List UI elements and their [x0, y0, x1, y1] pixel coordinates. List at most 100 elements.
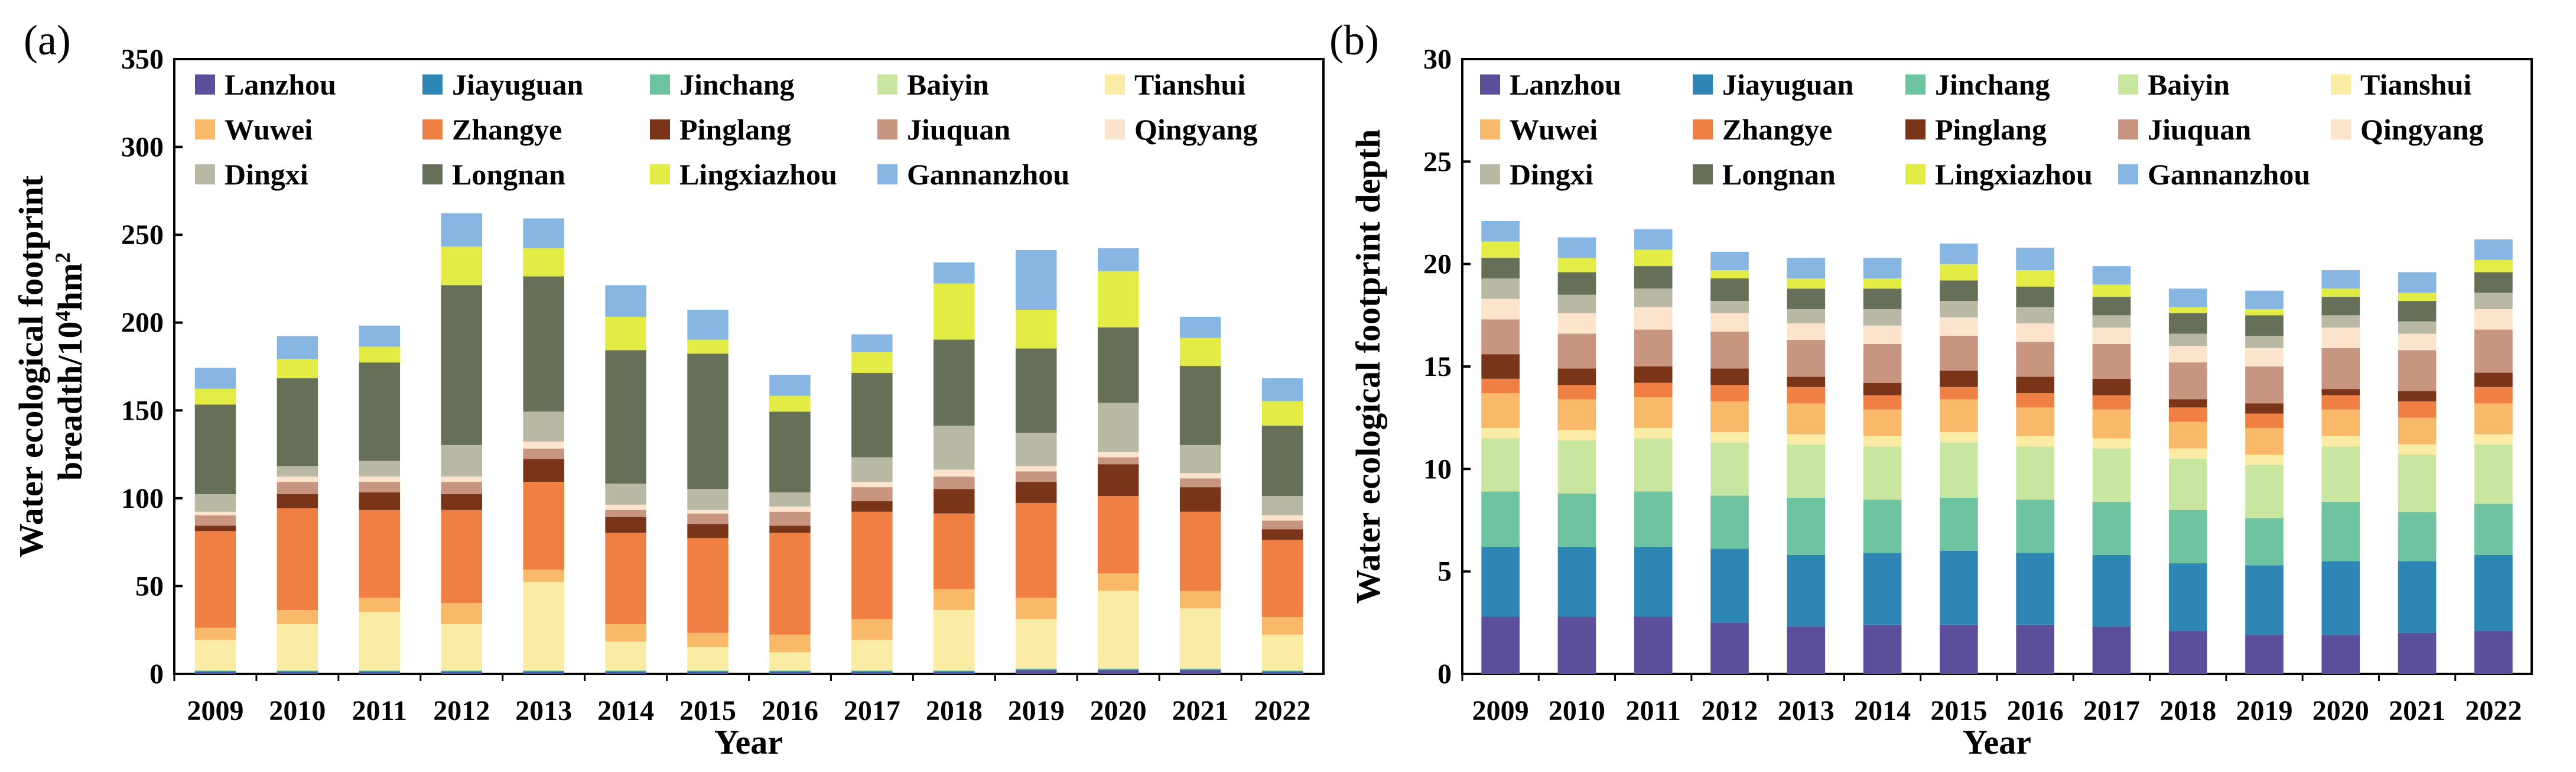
bar-segment-gannanzhou-2017	[2092, 266, 2131, 285]
bar-segment-pinglang-2017	[851, 501, 893, 512]
bar-segment-longnan-2015	[687, 353, 728, 489]
bar-segment-longnan-2011	[359, 362, 401, 461]
panel-b-legend: Lanzhou Jiayuguan Jinchang Baiyin Tianshui Wu…	[1480, 68, 2483, 191]
bar-segment-jiuquan-2017	[2092, 343, 2131, 379]
bar-segment-jiuquan-2011	[359, 482, 401, 493]
panel-a-bars	[194, 213, 1303, 674]
bar-segment-jinchang-2011	[359, 670, 401, 672]
bar-segment-jiuquan-2019	[2245, 366, 2284, 404]
bar-segment-zhangye-2020	[1097, 495, 1139, 573]
legend-swatch-wuwei	[195, 119, 215, 140]
legend-label-wuwei: Wuwei	[1510, 113, 1598, 146]
legend-label-qingyang: Qingyang	[2360, 113, 2483, 146]
bar-segment-lingxiazhou-2010	[277, 359, 318, 378]
legend-swatch-gannanzhou	[2118, 164, 2138, 184]
bar-segment-lanzhou-2016	[2016, 624, 2054, 674]
bar-segment-jinchang-2018	[2168, 510, 2207, 563]
bar-segment-pinglang-2012	[1710, 368, 1749, 385]
bar-segment-wuwei-2014	[605, 624, 646, 642]
legend-swatch-gannanzhou	[877, 164, 897, 184]
y-tick-label: 300	[121, 132, 164, 163]
bar-segment-wuwei-2011	[1634, 397, 1673, 428]
bar-segment-lingxiazhou-2018	[934, 283, 975, 340]
bar-segment-wuwei-2013	[523, 569, 564, 582]
bar-segment-gannanzhou-2014	[1863, 258, 1902, 278]
x-tick-label: 2011	[352, 695, 407, 726]
bar-segment-lanzhou-2020	[1097, 670, 1139, 674]
bar-segment-pinglang-2020	[1097, 464, 1139, 496]
bar-segment-zhangye-2018	[2168, 407, 2207, 422]
legend-label-pinglang: Pinglang	[679, 113, 791, 146]
bar-segment-qingyang-2010	[1557, 313, 1596, 334]
bar-segment-dingxi-2011	[359, 460, 401, 477]
bar-segment-qingyang-2019	[2245, 348, 2284, 366]
bar-segment-qingyang-2014	[1863, 325, 1902, 344]
bar-segment-wuwei-2019	[1016, 598, 1057, 619]
bar-segment-dingxi-2010	[277, 466, 318, 477]
bar-segment-qingyang-2022	[2474, 309, 2513, 330]
bar-segment-zhangye-2020	[2321, 395, 2360, 410]
legend-swatch-longnan	[422, 164, 443, 184]
bar-segment-jiuquan-2018	[2168, 362, 2207, 400]
bar-segment-jinchang-2017	[2092, 501, 2131, 555]
legend-swatch-jinchang	[650, 74, 670, 95]
bar-segment-longnan-2016	[2016, 286, 2054, 307]
bar-segment-gannanzhou-2021	[2398, 272, 2437, 293]
bar-segment-jiuquan-2022	[1261, 520, 1303, 530]
bar-segment-dingxi-2009	[1481, 278, 1520, 299]
bar-segment-longnan-2016	[769, 411, 811, 493]
y-tick-label: 20	[1423, 249, 1452, 280]
bar-segment-baiyin-2015	[1940, 442, 1978, 498]
bar-segment-tianshui-2018	[934, 610, 975, 670]
bar-segment-longnan-2017	[851, 372, 893, 458]
bar-segment-tianshui-2012	[1710, 432, 1749, 443]
bar-segment-jinchang-2022	[2474, 504, 2513, 555]
bar-segment-qingyang-2009	[1481, 299, 1520, 320]
bar-segment-wuwei-2010	[1557, 399, 1596, 430]
bar-segment-qingyang-2021	[2398, 333, 2437, 351]
bar-segment-longnan-2014	[1863, 288, 1902, 309]
panel-a-plot-frame	[173, 58, 1325, 675]
legend-label-zhangye: Zhangye	[452, 113, 562, 146]
bar-segment-dingxi-2017	[851, 457, 893, 482]
bar-segment-pinglang-2021	[2398, 391, 2437, 401]
bar-segment-qingyang-2013	[1787, 323, 1826, 340]
bar-segment-zhangye-2018	[934, 513, 975, 589]
bar-segment-dingxi-2016	[2016, 307, 2054, 324]
legend-swatch-jiayuguan	[422, 74, 443, 95]
legend-label-lanzhou: Lanzhou	[225, 68, 336, 101]
bar-segment-tianshui-2019	[1016, 618, 1057, 669]
bar-segment-lanzhou-2013	[1787, 627, 1826, 674]
bar-segment-gannanzhou-2016	[769, 374, 811, 396]
bar-segment-dingxi-2011	[1634, 288, 1673, 307]
bar-segment-jiuquan-2015	[1940, 336, 1978, 371]
bar-segment-qingyang-2015	[687, 510, 728, 514]
bar-segment-lingxiazhou-2011	[1634, 249, 1673, 267]
bar-segment-tianshui-2014	[605, 641, 646, 670]
bar-segment-pinglang-2018	[934, 489, 975, 514]
bar-segment-lanzhou-2011	[359, 672, 401, 674]
bar-segment-pinglang-2021	[1179, 487, 1221, 512]
bar-segment-dingxi-2012	[1710, 301, 1749, 313]
bar-segment-longnan-2010	[277, 378, 318, 466]
bar-segment-lingxiazhou-2013	[523, 248, 564, 277]
bar-segment-pinglang-2010	[277, 494, 318, 508]
bar-segment-pinglang-2013	[1787, 377, 1826, 387]
bar-segment-jinchang-2019	[1016, 669, 1057, 670]
bar-segment-lanzhou-2010	[1557, 616, 1596, 674]
bar-segment-wuwei-2013	[1787, 403, 1826, 434]
bar-segment-tianshui-2016	[2016, 436, 2054, 447]
bar-segment-gannanzhou-2011	[1634, 229, 1673, 250]
bar-segment-lingxiazhou-2021	[1179, 338, 1221, 366]
legend-swatch-baiyin	[877, 74, 897, 95]
bar-segment-pinglang-2009	[1481, 354, 1520, 379]
bar-segment-jinchang-2016	[2016, 499, 2054, 553]
bar-segment-gannanzhou-2013	[523, 218, 564, 249]
bar-segment-tianshui-2009	[1481, 428, 1520, 439]
bar-segment-jiuquan-2021	[2398, 350, 2437, 391]
bar-segment-dingxi-2018	[934, 426, 975, 470]
bar-segment-lingxiazhou-2022	[1261, 401, 1303, 426]
bar-segment-zhangye-2010	[1557, 385, 1596, 400]
legend-label-baiyin: Baiyin	[907, 68, 989, 101]
x-tick-label: 2014	[1854, 695, 1911, 726]
